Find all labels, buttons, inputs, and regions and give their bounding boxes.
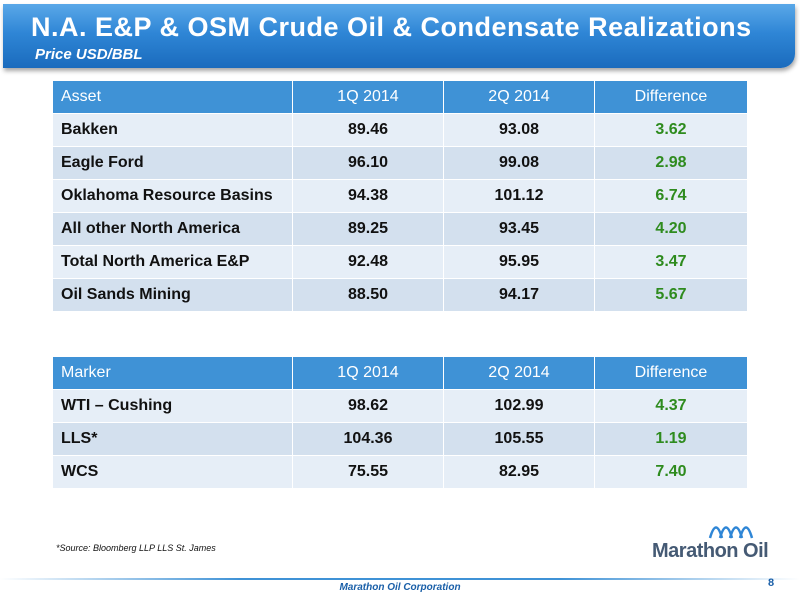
table-row: Total North America E&P 92.48 95.95 3.47: [52, 245, 748, 279]
asset-name: Bakken: [52, 113, 293, 147]
value-difference: 4.37: [594, 389, 748, 423]
marathon-oil-logo: Marathon Oil: [652, 522, 772, 572]
page-title: N.A. E&P & OSM Crude Oil & Condensate Re…: [31, 12, 752, 42]
value-difference: 2.98: [594, 146, 748, 180]
marathon-wave-icon: [708, 526, 754, 539]
table-row: WCS 75.55 82.95 7.40: [52, 455, 748, 489]
value-difference: 1.19: [594, 422, 748, 456]
footer-divider: [0, 578, 800, 580]
asset-name: Oil Sands Mining: [52, 278, 293, 312]
marker-name: LLS*: [52, 422, 293, 456]
table-row: Oklahoma Resource Basins 94.38 101.12 6.…: [52, 179, 748, 213]
column-header-marker: Marker: [52, 356, 293, 390]
value-2q: 99.08: [443, 146, 595, 180]
value-1q: 96.10: [292, 146, 444, 180]
value-2q: 95.95: [443, 245, 595, 279]
table-row: LLS* 104.36 105.55 1.19: [52, 422, 748, 456]
marker-table: Marker 1Q 2014 2Q 2014 Difference WTI – …: [52, 356, 748, 489]
table-header-row: Marker 1Q 2014 2Q 2014 Difference: [52, 356, 748, 390]
value-2q: 93.08: [443, 113, 595, 147]
value-difference: 3.47: [594, 245, 748, 279]
table-header-row: Asset 1Q 2014 2Q 2014 Difference: [52, 80, 748, 114]
marker-name: WCS: [52, 455, 293, 489]
value-2q: 94.17: [443, 278, 595, 312]
logo-wordmark: Marathon Oil: [652, 540, 769, 562]
asset-name: Eagle Ford: [52, 146, 293, 180]
footer-company: Marathon Oil Corporation: [339, 582, 461, 593]
column-header-difference: Difference: [594, 80, 748, 114]
column-header-difference: Difference: [594, 356, 748, 390]
column-header-1q-2014: 1Q 2014: [292, 80, 444, 114]
value-1q: 89.46: [292, 113, 444, 147]
value-1q: 104.36: [292, 422, 444, 456]
asset-name: Oklahoma Resource Basins: [52, 179, 293, 213]
value-2q: 93.45: [443, 212, 595, 246]
asset-table: Asset 1Q 2014 2Q 2014 Difference Bakken …: [52, 80, 748, 312]
table-row: All other North America 89.25 93.45 4.20: [52, 212, 748, 246]
value-1q: 88.50: [292, 278, 444, 312]
column-header-2q-2014: 2Q 2014: [443, 356, 595, 390]
table-row: Oil Sands Mining 88.50 94.17 5.67: [52, 278, 748, 312]
value-2q: 82.95: [443, 455, 595, 489]
value-2q: 105.55: [443, 422, 595, 456]
page-subtitle: Price USD/BBL: [35, 46, 143, 63]
value-difference: 7.40: [594, 455, 748, 489]
title-banner: N.A. E&P & OSM Crude Oil & Condensate Re…: [3, 4, 795, 68]
value-1q: 89.25: [292, 212, 444, 246]
table-row: Eagle Ford 96.10 99.08 2.98: [52, 146, 748, 180]
value-1q: 98.62: [292, 389, 444, 423]
asset-name: Total North America E&P: [52, 245, 293, 279]
value-1q: 75.55: [292, 455, 444, 489]
asset-name: All other North America: [52, 212, 293, 246]
value-difference: 4.20: [594, 212, 748, 246]
table-row: WTI – Cushing 98.62 102.99 4.37: [52, 389, 748, 423]
value-difference: 3.62: [594, 113, 748, 147]
value-difference: 6.74: [594, 179, 748, 213]
column-header-2q-2014: 2Q 2014: [443, 80, 595, 114]
table-row: Bakken 89.46 93.08 3.62: [52, 113, 748, 147]
value-1q: 94.38: [292, 179, 444, 213]
column-header-asset: Asset: [52, 80, 293, 114]
page-number: 8: [768, 577, 775, 589]
value-difference: 5.67: [594, 278, 748, 312]
marker-name: WTI – Cushing: [52, 389, 293, 423]
source-footnote: *Source: Bloomberg LLP LLS St. James: [56, 543, 216, 553]
value-2q: 102.99: [443, 389, 595, 423]
value-2q: 101.12: [443, 179, 595, 213]
value-1q: 92.48: [292, 245, 444, 279]
column-header-1q-2014: 1Q 2014: [292, 356, 444, 390]
